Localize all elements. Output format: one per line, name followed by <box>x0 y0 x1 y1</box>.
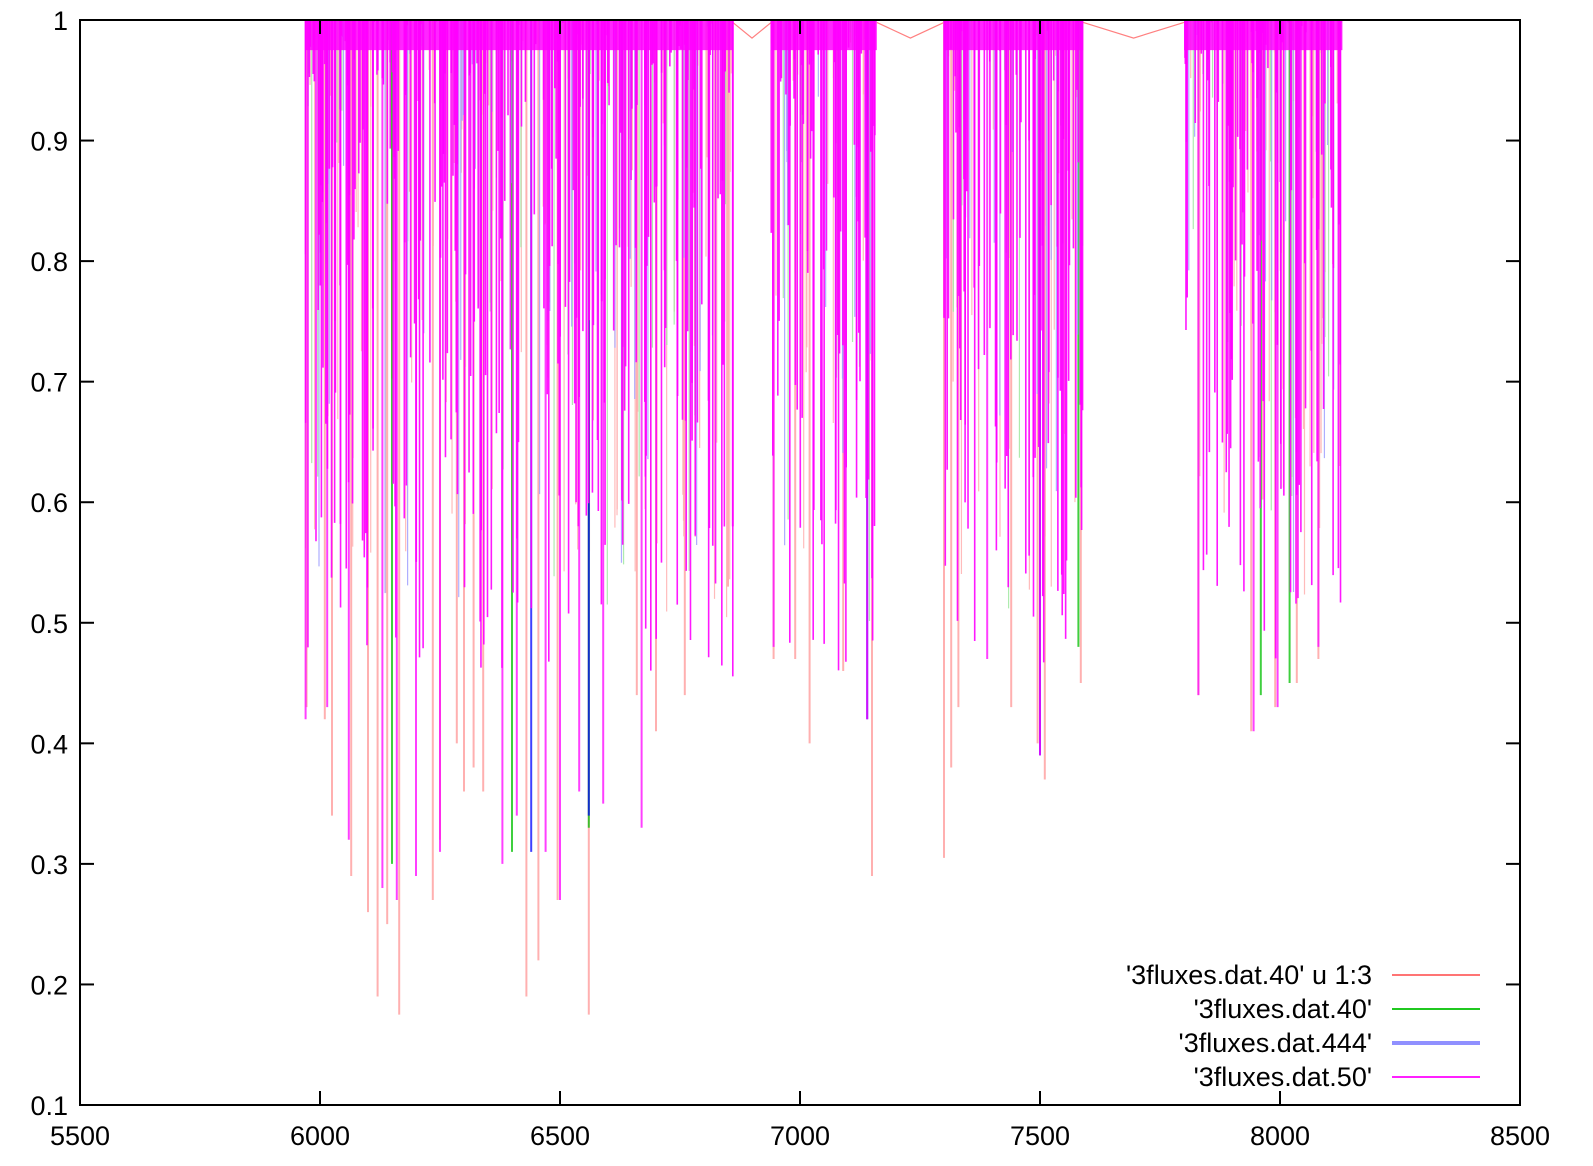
x-tick-label: 6500 <box>530 1121 590 1151</box>
series-continuum-band <box>305 20 733 51</box>
y-tick-label: 0.5 <box>30 609 68 639</box>
series-continuum-band <box>771 20 877 51</box>
y-tick-label: 1 <box>53 6 68 36</box>
legend-entry-label: '3fluxes.dat.40' <box>1194 994 1372 1024</box>
axis-ticks: 5500 6000 6500 7000 7500 8000 8500 0.1 0.2 0.3 0.4… <box>30 6 1550 1151</box>
legend-entry-label: '3fluxes.dat.40' u 1:3 <box>1126 960 1372 990</box>
x-tick-label: 7000 <box>770 1121 830 1151</box>
y-tick-label: 0.3 <box>30 850 68 880</box>
y-tick-label: 0.7 <box>30 368 68 398</box>
y-tick-label: 0.1 <box>30 1091 68 1121</box>
y-tick-label: 0.6 <box>30 488 68 518</box>
x-tick-label: 6000 <box>290 1121 350 1151</box>
series-layer <box>304 20 1343 1015</box>
series-continuum <box>305 20 1343 51</box>
y-tick-label: 0.4 <box>30 729 68 759</box>
series-continuum-band <box>944 20 1084 51</box>
series-gap-connector <box>1083 21 1185 39</box>
series-continuum-band <box>1184 20 1343 51</box>
series-gap-connector <box>876 21 945 39</box>
legend-entry-label: '3fluxes.dat.50' <box>1194 1062 1372 1092</box>
y-tick-label: 0.8 <box>30 247 68 277</box>
series-gap-connector <box>732 21 772 39</box>
legend-entry-label: '3fluxes.dat.444' <box>1179 1028 1372 1058</box>
y-tick-label: 0.9 <box>30 127 68 157</box>
x-tick-label: 8500 <box>1490 1121 1550 1151</box>
legend: '3fluxes.dat.40' u 1:3 '3fluxes.dat.40' '3… <box>1126 960 1480 1092</box>
x-tick-label: 8000 <box>1250 1121 1310 1151</box>
x-tick-label: 7500 <box>1010 1121 1070 1151</box>
y-tick-label: 0.2 <box>30 970 68 1000</box>
x-tick-label: 5500 <box>50 1121 110 1151</box>
